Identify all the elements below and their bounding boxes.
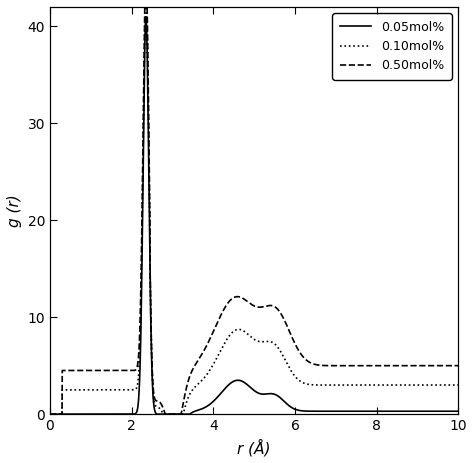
Line: 0.05mol%: 0.05mol% [50, 17, 458, 414]
0.05mol% [94, 411, 100, 417]
0.10mol% [47, 411, 53, 417]
0.10mol% [118, 387, 124, 393]
0.05mol% [403, 408, 409, 414]
0.50mol% [47, 411, 53, 417]
0.10mol% [204, 372, 210, 377]
0.10mol% [403, 382, 409, 388]
0.50mol% [456, 363, 461, 369]
0.50mol% [94, 368, 100, 373]
0.05mol% [447, 408, 453, 414]
0.10mol% [456, 382, 461, 388]
0.50mol% [221, 306, 227, 311]
0.05mol% [143, 14, 149, 19]
0.10mol% [447, 382, 453, 388]
0.50mol% [447, 363, 453, 369]
0.05mol% [47, 411, 53, 417]
0.05mol% [221, 387, 227, 392]
0.10mol% [221, 341, 227, 346]
Y-axis label: g (r): g (r) [7, 194, 22, 227]
0.05mol% [118, 411, 124, 417]
0.50mol% [204, 343, 210, 348]
0.50mol% [403, 363, 409, 369]
Line: 0.50mol%: 0.50mol% [50, 0, 458, 414]
0.05mol% [456, 408, 461, 414]
0.50mol% [118, 368, 124, 373]
Legend: 0.05mol%, 0.10mol%, 0.50mol%: 0.05mol%, 0.10mol%, 0.50mol% [332, 13, 452, 80]
0.05mol% [204, 404, 210, 409]
Line: 0.10mol%: 0.10mol% [50, 0, 458, 414]
0.10mol% [94, 387, 100, 393]
X-axis label: r (Å): r (Å) [237, 438, 271, 456]
